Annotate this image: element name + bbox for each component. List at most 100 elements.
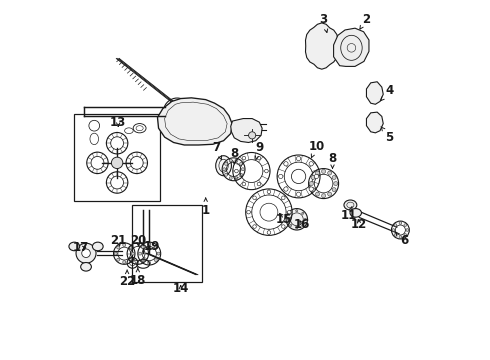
Text: 18: 18 bbox=[130, 268, 146, 287]
Circle shape bbox=[332, 188, 336, 192]
Circle shape bbox=[117, 246, 120, 249]
Circle shape bbox=[235, 159, 238, 162]
Circle shape bbox=[288, 210, 291, 214]
Circle shape bbox=[229, 159, 232, 162]
Ellipse shape bbox=[81, 262, 92, 271]
Polygon shape bbox=[231, 118, 262, 143]
Circle shape bbox=[282, 225, 285, 228]
Circle shape bbox=[141, 246, 144, 248]
Polygon shape bbox=[157, 98, 232, 145]
Text: 5: 5 bbox=[381, 127, 394, 144]
Polygon shape bbox=[334, 28, 369, 66]
Ellipse shape bbox=[216, 156, 231, 176]
Circle shape bbox=[284, 162, 288, 166]
Circle shape bbox=[304, 218, 306, 220]
Circle shape bbox=[316, 192, 319, 196]
Text: 11: 11 bbox=[341, 206, 357, 222]
Text: 16: 16 bbox=[294, 218, 310, 231]
Circle shape bbox=[240, 173, 243, 176]
Circle shape bbox=[316, 171, 319, 175]
Circle shape bbox=[310, 181, 314, 185]
Text: 8: 8 bbox=[328, 152, 337, 168]
Circle shape bbox=[328, 192, 332, 196]
Text: 10: 10 bbox=[308, 140, 324, 158]
Circle shape bbox=[399, 222, 402, 224]
Circle shape bbox=[141, 258, 144, 262]
Ellipse shape bbox=[93, 242, 103, 251]
Circle shape bbox=[129, 246, 132, 249]
Bar bbox=[74, 114, 160, 202]
Polygon shape bbox=[367, 82, 383, 104]
Circle shape bbox=[404, 224, 407, 226]
Circle shape bbox=[154, 246, 157, 248]
Circle shape bbox=[282, 196, 285, 199]
Circle shape bbox=[123, 243, 126, 247]
Circle shape bbox=[248, 132, 256, 139]
Circle shape bbox=[148, 243, 151, 246]
Circle shape bbox=[235, 177, 238, 180]
Circle shape bbox=[242, 156, 245, 160]
Circle shape bbox=[296, 192, 301, 197]
Circle shape bbox=[296, 227, 298, 229]
Circle shape bbox=[82, 249, 90, 257]
Ellipse shape bbox=[344, 200, 357, 210]
Circle shape bbox=[157, 252, 160, 255]
Circle shape bbox=[286, 208, 308, 230]
Circle shape bbox=[309, 162, 314, 166]
Circle shape bbox=[154, 258, 157, 262]
Text: 17: 17 bbox=[73, 241, 89, 255]
Circle shape bbox=[279, 174, 283, 179]
Circle shape bbox=[267, 190, 270, 194]
Circle shape bbox=[392, 229, 395, 231]
Polygon shape bbox=[367, 112, 383, 133]
Text: 8: 8 bbox=[230, 147, 239, 164]
Circle shape bbox=[332, 175, 336, 180]
Circle shape bbox=[314, 174, 319, 179]
Text: 15: 15 bbox=[276, 213, 293, 226]
Circle shape bbox=[394, 234, 397, 236]
Circle shape bbox=[123, 261, 126, 264]
Circle shape bbox=[302, 212, 304, 214]
Text: 22: 22 bbox=[119, 270, 135, 288]
Circle shape bbox=[296, 210, 298, 212]
Circle shape bbox=[302, 224, 304, 226]
Circle shape bbox=[131, 252, 134, 255]
Circle shape bbox=[321, 170, 325, 174]
Circle shape bbox=[224, 173, 227, 176]
Circle shape bbox=[257, 156, 261, 160]
Text: 7: 7 bbox=[212, 141, 221, 160]
Text: 6: 6 bbox=[395, 232, 408, 247]
Text: 3: 3 bbox=[319, 13, 328, 32]
Circle shape bbox=[328, 171, 332, 175]
Text: 14: 14 bbox=[172, 283, 189, 296]
Text: 13: 13 bbox=[110, 116, 126, 129]
Text: 20: 20 bbox=[130, 234, 146, 247]
Circle shape bbox=[235, 169, 238, 173]
Circle shape bbox=[242, 168, 245, 171]
Text: 4: 4 bbox=[381, 84, 394, 101]
Circle shape bbox=[290, 224, 292, 226]
Circle shape bbox=[111, 157, 123, 168]
Circle shape bbox=[76, 243, 96, 263]
Circle shape bbox=[311, 188, 315, 192]
Circle shape bbox=[242, 182, 245, 186]
Circle shape bbox=[406, 229, 409, 231]
Text: 9: 9 bbox=[255, 141, 264, 160]
Circle shape bbox=[287, 218, 289, 220]
Circle shape bbox=[129, 258, 132, 261]
Circle shape bbox=[290, 212, 292, 214]
Circle shape bbox=[223, 168, 226, 171]
Circle shape bbox=[265, 169, 268, 173]
Circle shape bbox=[114, 252, 117, 255]
Ellipse shape bbox=[69, 242, 80, 251]
Circle shape bbox=[334, 181, 338, 185]
Circle shape bbox=[253, 196, 256, 199]
Circle shape bbox=[117, 258, 120, 261]
Circle shape bbox=[253, 225, 256, 228]
Polygon shape bbox=[305, 23, 338, 69]
Text: 12: 12 bbox=[351, 218, 368, 231]
Circle shape bbox=[224, 162, 227, 165]
Circle shape bbox=[257, 182, 261, 186]
Circle shape bbox=[240, 162, 243, 165]
Circle shape bbox=[247, 210, 250, 214]
